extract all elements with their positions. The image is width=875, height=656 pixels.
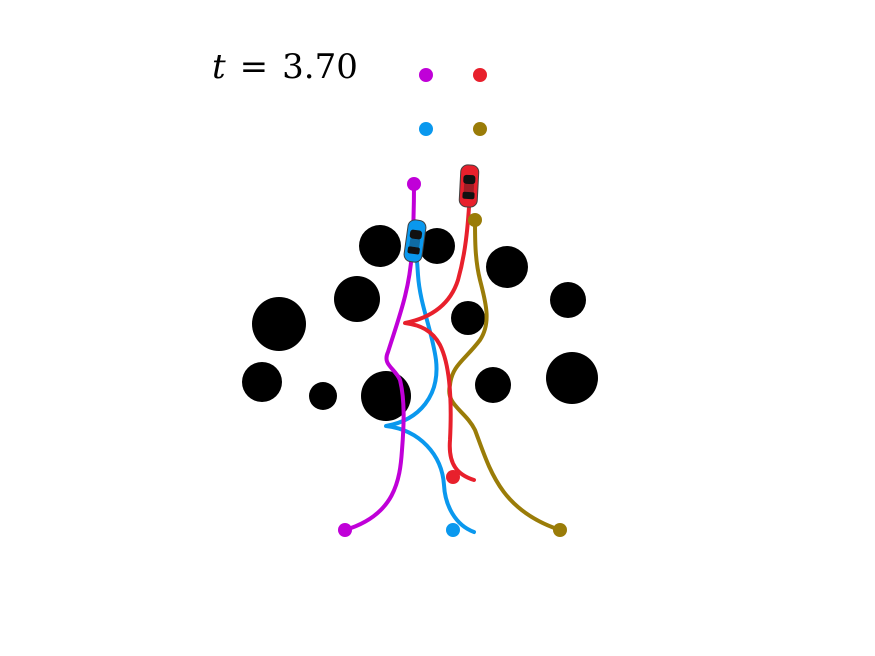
agent-legend (419, 68, 487, 136)
legend-dot-agent-3 (419, 122, 433, 136)
obstacle (546, 352, 598, 404)
trajectory-agent-3 (384, 238, 476, 534)
start-marker-agent-4 (553, 523, 567, 537)
time-label: t = 3.70 (212, 50, 358, 84)
trajectory-agent-2 (403, 188, 476, 482)
car-icon (458, 164, 480, 208)
obstacle (242, 362, 282, 402)
position-marker-agent-1 (407, 177, 421, 191)
obstacles (242, 225, 598, 421)
start-marker-agent-3 (446, 523, 460, 537)
obstacle (252, 297, 306, 351)
obstacle (359, 225, 401, 267)
time-value: 3.70 (282, 47, 358, 87)
obstacle (475, 367, 511, 403)
time-variable: t (212, 47, 226, 87)
car-icon (403, 219, 427, 263)
car-agent-2 (458, 164, 480, 208)
start-marker-agent-2 (446, 470, 460, 484)
obstacle (486, 246, 528, 288)
start-marker-agent-1 (338, 523, 352, 537)
position-marker-agent-4 (468, 213, 482, 227)
obstacle (451, 301, 485, 335)
obstacle (334, 276, 380, 322)
legend-dot-agent-1 (419, 68, 433, 82)
obstacle (361, 371, 411, 421)
position-markers (407, 177, 482, 227)
obstacle (309, 382, 337, 410)
trajectory-agent-4 (447, 218, 562, 532)
time-equals: = (239, 47, 269, 87)
obstacle (550, 282, 586, 318)
legend-dot-agent-2 (473, 68, 487, 82)
car-agent-3 (403, 219, 427, 263)
obstacle (419, 228, 455, 264)
start-markers (338, 470, 567, 537)
legend-dot-agent-4 (473, 122, 487, 136)
